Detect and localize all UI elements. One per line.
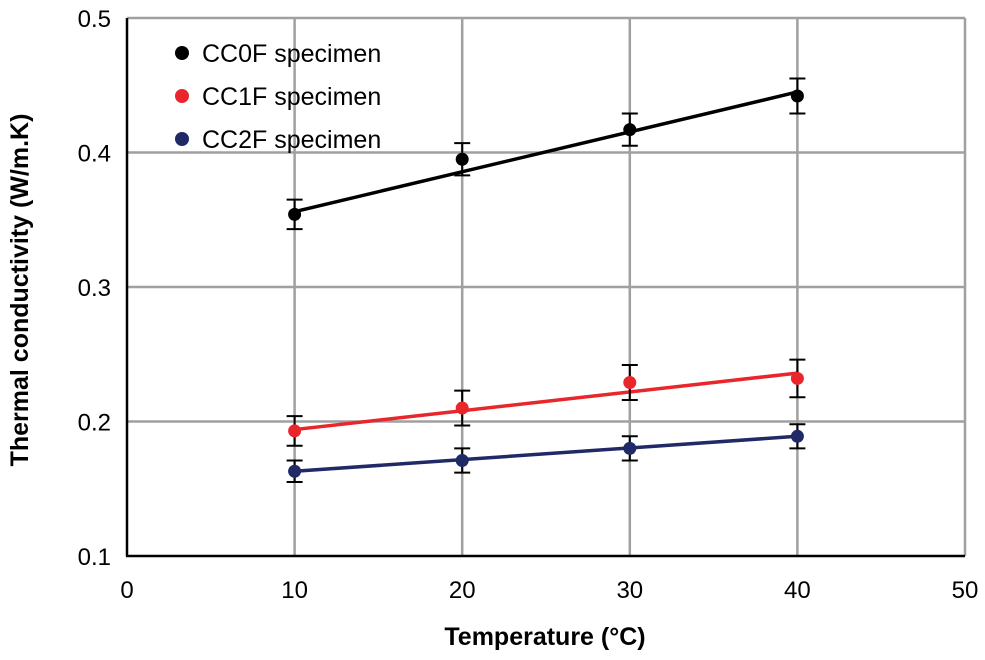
data-point-series-2: [288, 424, 302, 438]
data-points: [288, 89, 804, 478]
trendline-series-3: [292, 434, 800, 474]
legend-marker: [175, 132, 189, 146]
x-tick-label: 0: [120, 577, 133, 604]
data-point-series-1: [623, 123, 637, 137]
y-tick-label: 0.2: [78, 410, 111, 437]
data-point-series-2: [455, 401, 469, 415]
data-point-series-3: [790, 429, 804, 443]
data-point-series-2: [623, 375, 637, 389]
x-tick-labels: 0 10 20 30 40 50: [120, 577, 978, 604]
x-tick-label: 30: [616, 577, 643, 604]
legend: CC0F specimen CC1F specimen CC2F specimen: [175, 40, 381, 154]
y-axis-title: Thermal conductivity (W/m.K): [6, 114, 34, 467]
legend-marker: [175, 89, 189, 103]
data-point-series-3: [455, 454, 469, 468]
data-point-series-3: [288, 464, 302, 478]
y-tick-label: 0.3: [78, 275, 111, 302]
trendline-series-1: [292, 90, 800, 214]
x-tick-label: 10: [281, 577, 308, 604]
data-point-series-2: [790, 371, 804, 385]
y-tick-label: 0.5: [78, 6, 111, 33]
data-point-series-3: [623, 441, 637, 455]
data-point-series-1: [455, 152, 469, 166]
x-tick-label: 20: [449, 577, 476, 604]
trendline-series-2: [292, 371, 800, 432]
data-point-series-1: [288, 207, 302, 221]
y-tick-labels: 0.1 0.2 0.3 0.4 0.5: [78, 6, 111, 571]
legend-label: CC1F specimen: [202, 83, 381, 111]
legend-label: CC0F specimen: [202, 40, 381, 68]
x-tick-label: 50: [952, 577, 979, 604]
y-tick-label: 0.4: [78, 141, 111, 168]
x-axis-title: Temperature (°C): [444, 623, 645, 651]
y-tick-label: 0.1: [78, 544, 111, 571]
x-tick-label: 40: [784, 577, 811, 604]
data-point-series-1: [790, 89, 804, 103]
legend-label: CC2F specimen: [202, 126, 381, 154]
trendlines: [292, 90, 800, 474]
plot-frame: [125, 16, 967, 558]
legend-marker: [175, 46, 189, 60]
